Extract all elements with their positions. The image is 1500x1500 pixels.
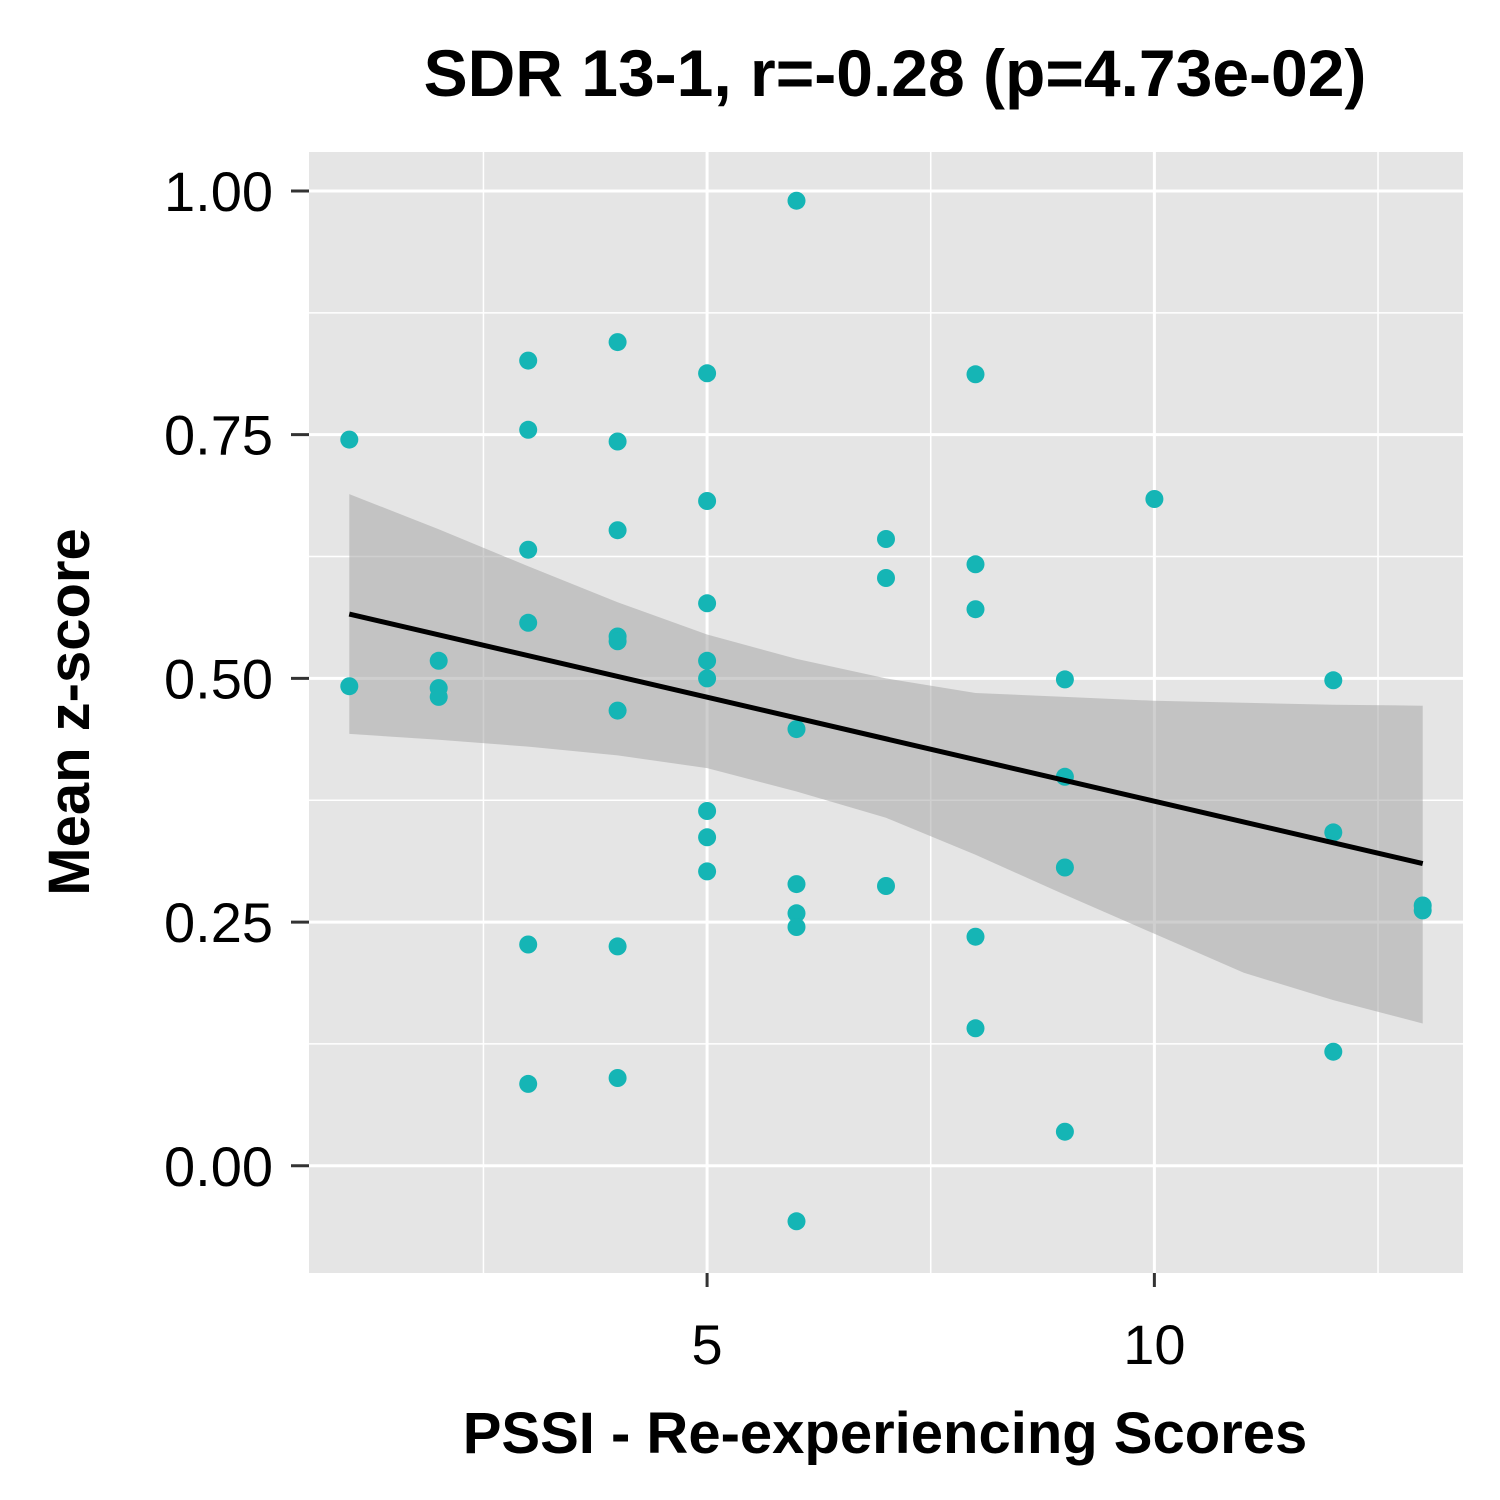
x-axis-title: PSSI - Re-experiencing Scores (463, 1401, 1308, 1466)
data-point (608, 937, 627, 956)
x-tick-label: 5 (692, 1313, 723, 1376)
y-axis-title: Mean z-score (37, 528, 102, 895)
data-point (1055, 670, 1074, 689)
data-point (1324, 1042, 1343, 1061)
data-point (340, 430, 359, 449)
y-tick-label: 0.50 (164, 647, 273, 710)
data-point (429, 651, 448, 670)
data-point (1324, 823, 1343, 842)
data-point (608, 333, 627, 352)
confidence-band (349, 494, 1423, 1024)
data-point (877, 877, 895, 895)
data-point (608, 521, 627, 540)
data-point (1145, 490, 1164, 508)
x-tick-label: 10 (1123, 1313, 1185, 1376)
y-tick-label: 0.25 (164, 891, 273, 954)
y-tick-label: 1.00 (164, 160, 273, 223)
data-point (698, 828, 717, 847)
data-point (519, 1074, 538, 1093)
x-axis: 5 10 (692, 1273, 1186, 1376)
data-point (698, 492, 717, 510)
data-point (1413, 901, 1432, 920)
regression-line (348, 611, 1424, 867)
data-point (519, 351, 538, 370)
data-point (787, 191, 806, 210)
data-point (608, 432, 627, 451)
data-point (787, 720, 806, 739)
data-point (1055, 1122, 1074, 1141)
data-point (698, 862, 717, 881)
data-point (340, 677, 359, 696)
data-point (787, 904, 806, 923)
data-point (698, 802, 717, 820)
data-point (966, 1019, 985, 1038)
data-points (340, 191, 1432, 1231)
data-point (787, 875, 806, 894)
data-point (698, 651, 717, 670)
data-point (966, 600, 985, 619)
data-point (877, 530, 895, 548)
y-tick-label: 0.75 (164, 404, 273, 467)
data-point (519, 613, 538, 632)
data-point (966, 927, 985, 946)
data-point (519, 935, 538, 954)
y-tick-label: 0.00 (164, 1135, 273, 1198)
data-point (698, 594, 717, 613)
data-point (608, 1069, 627, 1087)
confidence-band-layer (349, 494, 1423, 1024)
data-point (1055, 858, 1074, 877)
data-point (519, 420, 538, 439)
y-axis: 0.00 0.25 0.50 0.75 1.00 (164, 160, 309, 1198)
data-point (877, 569, 895, 587)
data-point (966, 365, 985, 384)
data-point (698, 364, 717, 383)
regression-line-layer (348, 611, 1424, 867)
data-point (608, 701, 627, 720)
chart-title: SDR 13-1, r=-0.28 (p=4.73e-02) (424, 36, 1367, 110)
data-point (698, 669, 717, 688)
data-point (1324, 671, 1343, 690)
data-point (608, 632, 627, 651)
data-point (519, 540, 538, 559)
data-point (787, 918, 806, 936)
data-point (429, 687, 448, 706)
data-point (966, 555, 985, 574)
data-point (787, 1212, 806, 1231)
